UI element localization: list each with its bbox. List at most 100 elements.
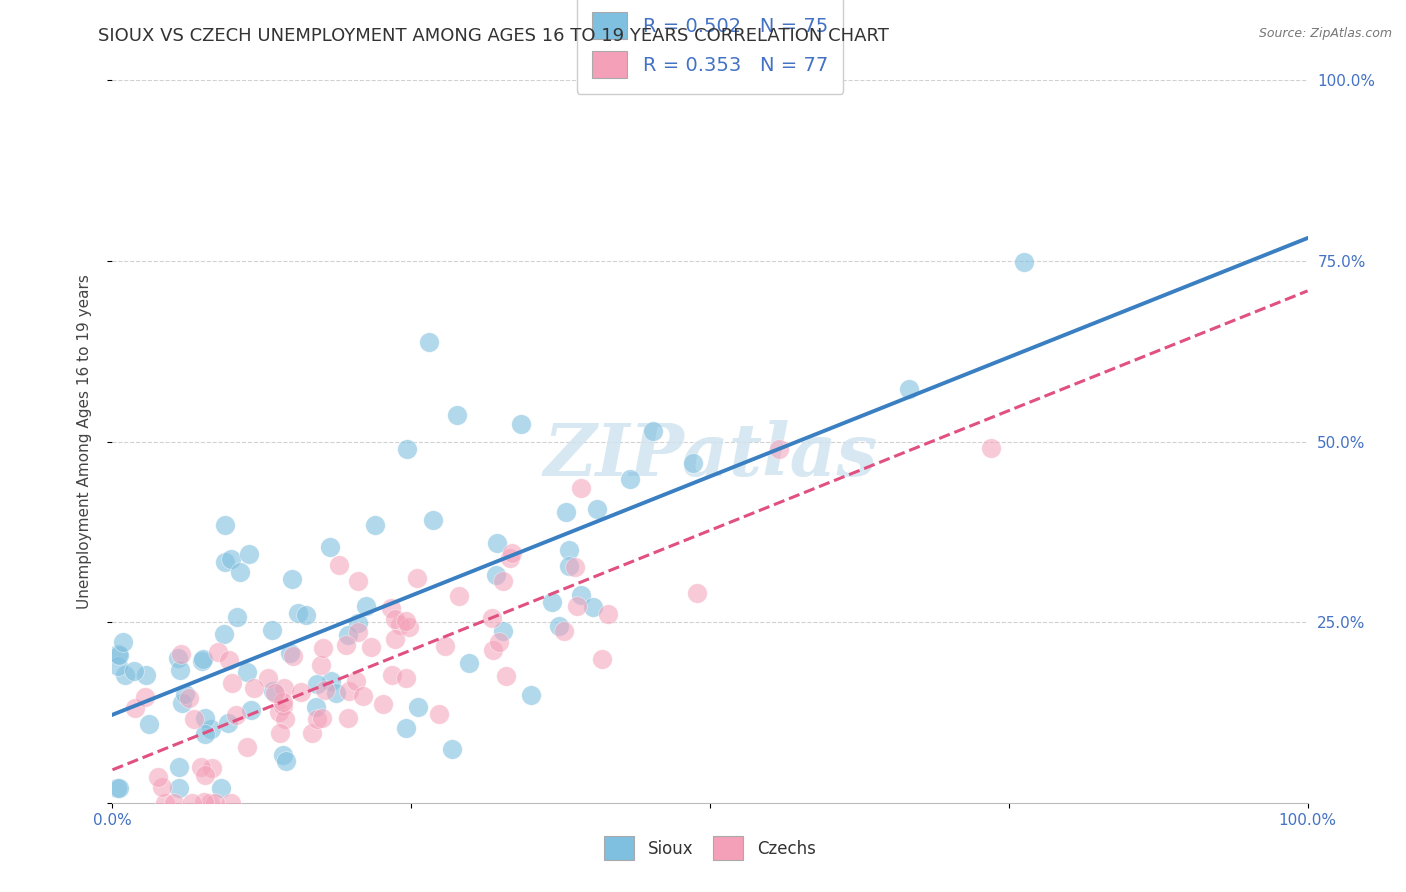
Point bbox=[446, 409, 468, 423]
Point bbox=[201, 761, 224, 775]
Point bbox=[257, 672, 280, 686]
Text: Source: ZipAtlas.com: Source: ZipAtlas.com bbox=[1258, 27, 1392, 40]
Point bbox=[395, 442, 418, 456]
Point bbox=[337, 683, 360, 698]
Point bbox=[307, 677, 329, 691]
Point bbox=[318, 540, 340, 554]
Point bbox=[548, 618, 571, 632]
Point bbox=[278, 647, 301, 661]
Point bbox=[305, 699, 328, 714]
Point bbox=[301, 726, 323, 740]
Point bbox=[553, 624, 575, 638]
Point bbox=[107, 648, 129, 663]
Point bbox=[198, 796, 221, 810]
Point bbox=[219, 796, 242, 810]
Point bbox=[169, 663, 191, 677]
Point bbox=[150, 780, 173, 794]
Point bbox=[214, 555, 236, 569]
Point bbox=[105, 781, 128, 796]
Point bbox=[262, 684, 284, 698]
Point bbox=[269, 705, 291, 719]
Point bbox=[482, 643, 505, 657]
Point bbox=[395, 721, 418, 735]
Point bbox=[485, 535, 508, 549]
Text: SIOUX VS CZECH UNEMPLOYMENT AMONG AGES 16 TO 19 YEARS CORRELATION CHART: SIOUX VS CZECH UNEMPLOYMENT AMONG AGES 1… bbox=[98, 27, 890, 45]
Point bbox=[364, 517, 387, 532]
Point bbox=[501, 546, 523, 560]
Point bbox=[569, 588, 592, 602]
Point bbox=[352, 689, 374, 703]
Point bbox=[484, 568, 506, 582]
Point bbox=[107, 647, 129, 661]
Point bbox=[134, 690, 156, 704]
Point bbox=[591, 652, 613, 666]
Point bbox=[180, 796, 202, 810]
Point bbox=[287, 606, 309, 620]
Point bbox=[319, 673, 342, 688]
Point bbox=[221, 676, 243, 690]
Point bbox=[236, 739, 259, 754]
Point bbox=[406, 571, 429, 585]
Point bbox=[582, 600, 605, 615]
Point bbox=[217, 715, 239, 730]
Point bbox=[209, 781, 232, 796]
Point bbox=[281, 572, 304, 586]
Point bbox=[554, 505, 576, 519]
Point bbox=[273, 681, 295, 695]
Point bbox=[427, 707, 450, 722]
Point bbox=[218, 652, 240, 666]
Point bbox=[307, 713, 329, 727]
Point bbox=[596, 607, 619, 621]
Point bbox=[194, 711, 217, 725]
Point bbox=[194, 726, 217, 740]
Point bbox=[309, 657, 332, 672]
Point bbox=[242, 681, 264, 695]
Point bbox=[682, 456, 704, 470]
Point bbox=[112, 634, 135, 648]
Point bbox=[108, 781, 131, 796]
Point bbox=[619, 472, 641, 486]
Point bbox=[194, 768, 217, 782]
Point bbox=[344, 674, 367, 689]
Y-axis label: Unemployment Among Ages 16 to 19 years: Unemployment Among Ages 16 to 19 years bbox=[77, 274, 91, 609]
Point bbox=[541, 595, 564, 609]
Point bbox=[183, 712, 205, 726]
Point bbox=[225, 708, 247, 723]
Point bbox=[193, 796, 215, 810]
Point bbox=[229, 566, 252, 580]
Point bbox=[269, 726, 291, 740]
Point bbox=[347, 574, 370, 588]
Point bbox=[274, 754, 297, 768]
Point bbox=[509, 417, 531, 432]
Point bbox=[325, 686, 347, 700]
Point bbox=[193, 652, 215, 666]
Point bbox=[520, 688, 543, 702]
Point bbox=[264, 686, 287, 700]
Point bbox=[138, 717, 160, 731]
Point bbox=[173, 687, 195, 701]
Point bbox=[567, 599, 589, 613]
Point bbox=[447, 589, 470, 603]
Point bbox=[408, 700, 430, 714]
Point bbox=[347, 615, 370, 630]
Point bbox=[898, 382, 921, 396]
Point bbox=[190, 760, 212, 774]
Point bbox=[114, 668, 136, 682]
Point bbox=[384, 612, 406, 626]
Point bbox=[488, 634, 510, 648]
Point bbox=[191, 654, 214, 668]
Point bbox=[281, 648, 304, 663]
Point bbox=[170, 647, 193, 661]
Point bbox=[569, 481, 592, 495]
Point bbox=[564, 560, 586, 574]
Point bbox=[354, 599, 377, 613]
Text: ZIPatlas: ZIPatlas bbox=[543, 420, 877, 491]
Point bbox=[328, 558, 350, 572]
Point bbox=[395, 615, 418, 629]
Point bbox=[167, 760, 190, 774]
Point bbox=[768, 442, 790, 457]
Point bbox=[172, 696, 194, 710]
Point bbox=[167, 650, 190, 665]
Point bbox=[433, 639, 456, 653]
Point bbox=[311, 711, 333, 725]
